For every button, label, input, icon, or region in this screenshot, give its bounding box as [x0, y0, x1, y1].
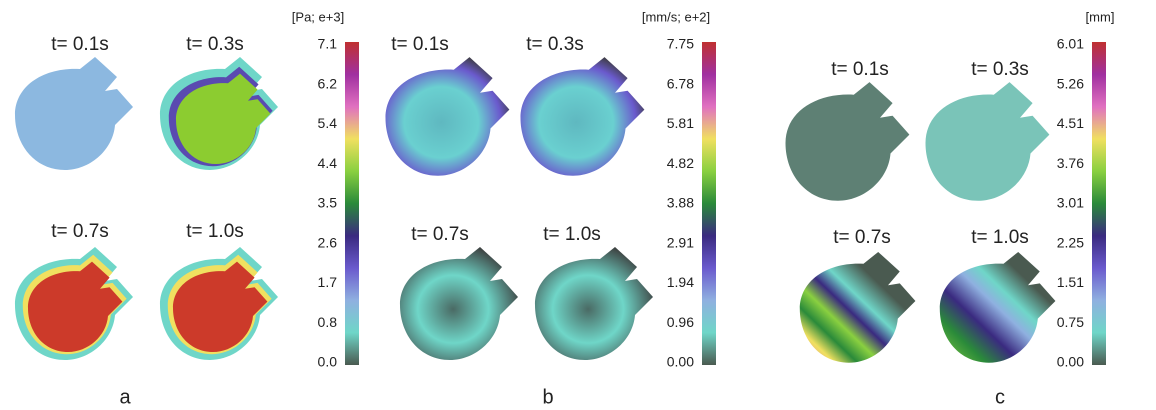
time-label: t= 0.7s: [411, 224, 469, 245]
colorbar-tick-label: 4.82: [667, 155, 694, 171]
contour-shape: [520, 57, 645, 176]
colorbar-tick-label: 3.88: [667, 195, 694, 211]
time-label: t= 0.7s: [51, 221, 109, 242]
colorbar-tick-label: 6.2: [318, 75, 338, 91]
colorbar-tick-label: 4.51: [1057, 115, 1084, 131]
colorbar: [702, 42, 716, 365]
colorbar-tick-label: 2.91: [667, 234, 694, 250]
colorbar-tick-label: 2.6: [318, 234, 338, 250]
colorbar-tick-label: 4.4: [318, 155, 338, 171]
colorbar-tick-label: 1.7: [318, 274, 338, 290]
colorbar-tick-label: 2.25: [1057, 234, 1084, 250]
colorbar-tick-label: 5.4: [318, 115, 338, 131]
time-label: t= 0.3s: [971, 59, 1029, 80]
time-label: t= 1.0s: [971, 227, 1029, 248]
colorbar-tick-label: 6.01: [1057, 36, 1084, 52]
colorbar-tick-label: 5.81: [667, 115, 694, 131]
colorbar-tick-label: 3.01: [1057, 195, 1084, 211]
contour-shape: [385, 57, 510, 176]
time-label: t= 1.0s: [543, 224, 601, 245]
time-label: t= 0.1s: [51, 34, 109, 55]
panel-letter: b: [542, 386, 553, 408]
colorbar: [1092, 42, 1106, 365]
contour-shape: [400, 247, 518, 360]
colorbar-tick-label: 0.00: [1057, 354, 1084, 370]
colorbar-tick-label: 0.0: [318, 354, 338, 370]
contour-shape: [925, 82, 1050, 201]
time-label: t= 0.3s: [186, 34, 244, 55]
contour-shape: [799, 251, 916, 363]
colorbar-tick-label: 6.78: [667, 75, 694, 91]
colorbar: [345, 42, 359, 365]
panel-letter: a: [119, 386, 131, 408]
contour-shape: [939, 251, 1056, 363]
colorbar-unit: [Pa; e+3]: [292, 9, 344, 24]
colorbar-tick-label: 3.76: [1057, 155, 1084, 171]
colorbar-tick-label: 3.5: [318, 195, 338, 211]
time-label: t= 1.0s: [186, 221, 244, 242]
time-label: t= 0.7s: [833, 227, 891, 248]
colorbar-tick-label: 5.26: [1057, 75, 1084, 91]
panel-c-shapes: [785, 82, 1056, 363]
contour-shape: [15, 57, 133, 170]
time-label: t= 0.1s: [831, 59, 889, 80]
colorbar-tick-label: 0.8: [318, 314, 338, 330]
colorbar-unit: [mm]: [1086, 9, 1115, 24]
colorbar-tick-label: 7.75: [667, 36, 694, 52]
time-label: t= 0.1s: [391, 34, 449, 55]
colorbar-tick-label: 1.94: [667, 274, 694, 290]
contour-shape: [785, 82, 910, 201]
colorbar-tick-label: 1.51: [1057, 274, 1084, 290]
panel-b-shapes: [385, 57, 653, 360]
time-label: t= 0.3s: [526, 34, 584, 55]
panel-letter: c: [995, 386, 1005, 408]
colorbar-tick-label: 0.96: [667, 314, 694, 330]
colorbar-unit: [mm/s; e+2]: [642, 9, 710, 24]
colorbar-tick-label: 0.75: [1057, 314, 1084, 330]
contour-shape: [535, 247, 653, 360]
panel-a-shapes: [15, 57, 278, 360]
colorbar-tick-label: 0.00: [667, 354, 694, 370]
colorbar-tick-label: 7.1: [318, 36, 338, 52]
